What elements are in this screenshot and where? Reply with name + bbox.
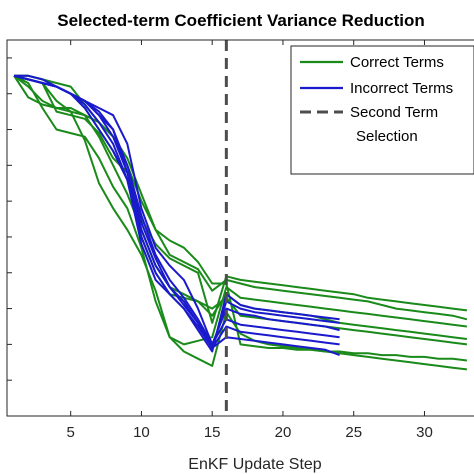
legend-label-correct: Correct Terms	[350, 54, 444, 71]
legend-box	[290, 45, 474, 175]
x-ticks: 5 10 15 20 25 30	[67, 40, 433, 441]
axes-box	[6, 39, 474, 417]
chart-title: Selected-term Coefficient Variance Reduc…	[57, 11, 425, 30]
x-tick-label: 20	[275, 424, 292, 441]
x-tick-label: 5	[67, 424, 75, 441]
x-tick-label: 15	[204, 424, 221, 441]
legend-label-incorrect: Incorrect Terms	[350, 80, 453, 97]
series-layer	[13, 74, 468, 371]
legend: Correct Terms Incorrect Terms Second Ter…	[290, 45, 474, 175]
correct-term-line-6	[13, 75, 468, 371]
incorrect-term-line-12	[13, 74, 340, 357]
legend-label-selection: Selection	[356, 128, 418, 145]
legend-label-second-term: Second Term	[350, 104, 438, 121]
x-tick-label: 25	[345, 424, 362, 441]
correct-term-line-2	[13, 74, 468, 346]
x-tick-label: 10	[133, 424, 150, 441]
y-ticks	[7, 57, 12, 381]
correct-term-line-5	[13, 74, 468, 362]
correct-term-line-4	[13, 75, 468, 346]
x-tick-label: 30	[416, 424, 433, 441]
x-axis-label: EnKF Update Step	[188, 456, 322, 473]
